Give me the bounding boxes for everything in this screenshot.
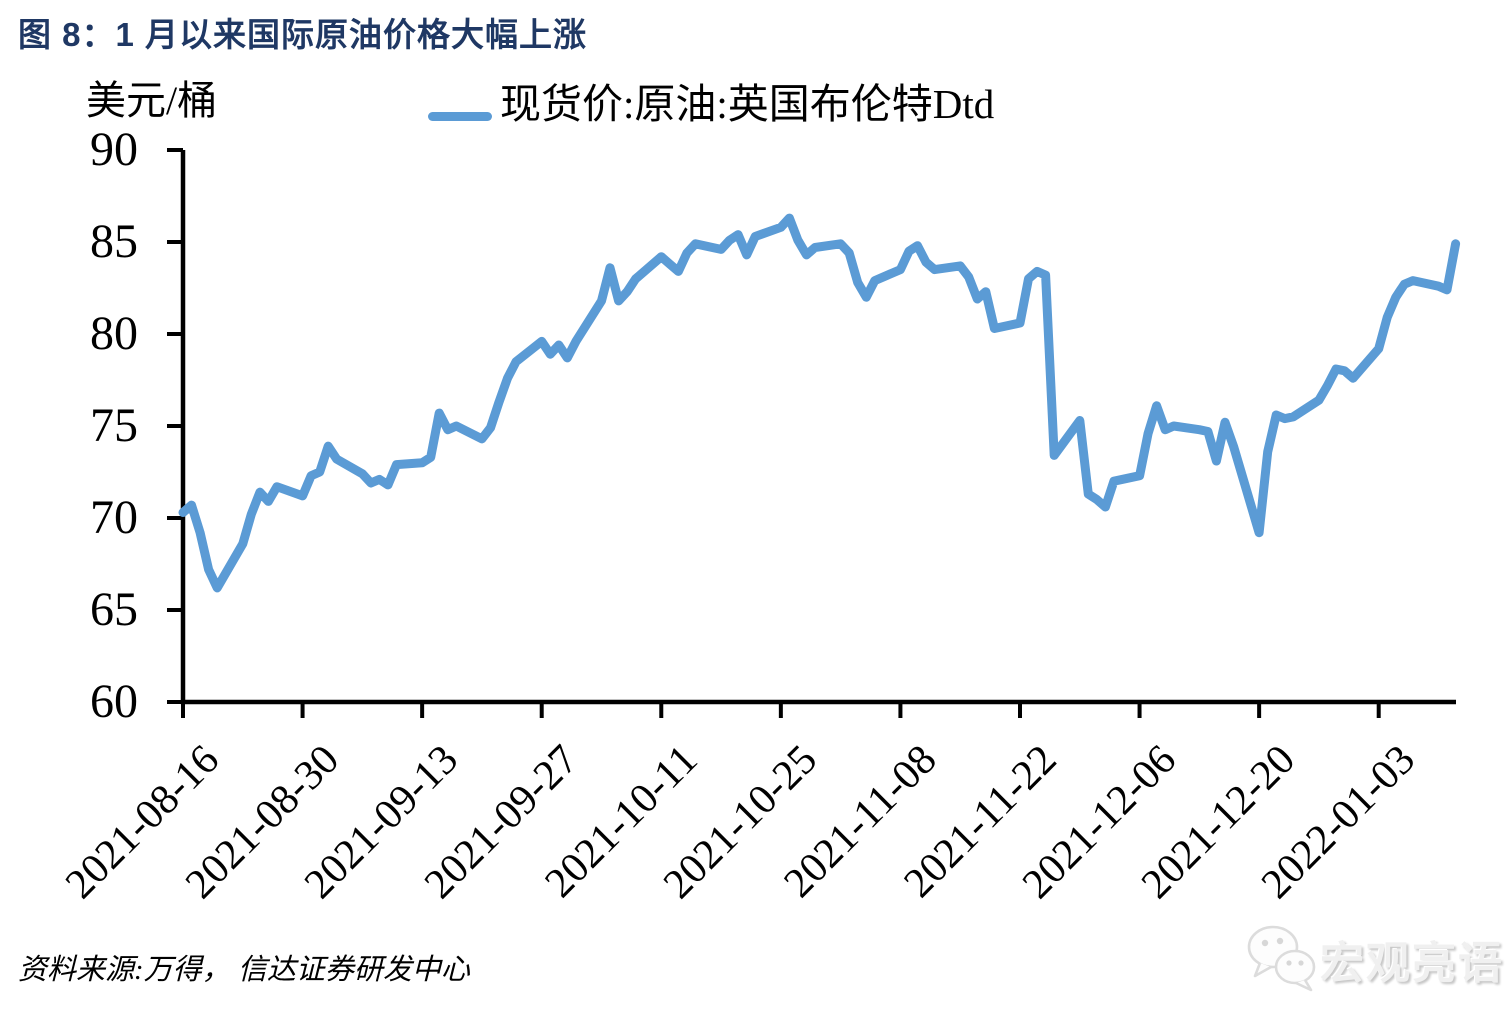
y-tick-label: 75: [90, 399, 138, 452]
y-tick-label: 80: [90, 307, 138, 360]
y-tick-label: 70: [90, 491, 138, 544]
price-line: [178, 213, 1461, 593]
watermark: 宏观亮语: [1246, 922, 1504, 996]
legend-label: 现货价:原油:英国布伦特Dtd: [500, 81, 995, 127]
y-tick-label: 90: [90, 123, 138, 176]
watermark-brand: 宏观亮语: [1320, 939, 1504, 988]
axes: [180, 150, 1456, 705]
source-note: 资料来源:万得， 信达证券研发中心: [18, 954, 470, 986]
legend-line-swatch: [428, 112, 492, 122]
y-tick-label: 65: [90, 583, 138, 636]
y-tick-label: 60: [90, 675, 138, 728]
legend: 现货价:原油:英国布伦特Dtd: [428, 80, 994, 129]
wechat-icon: [1247, 925, 1316, 992]
y-tick-label: 85: [90, 215, 138, 268]
figure-title: 图 8：1 月以来国际原油价格大幅上涨: [18, 16, 588, 53]
y-axis-unit-label: 美元/桶: [86, 78, 218, 123]
